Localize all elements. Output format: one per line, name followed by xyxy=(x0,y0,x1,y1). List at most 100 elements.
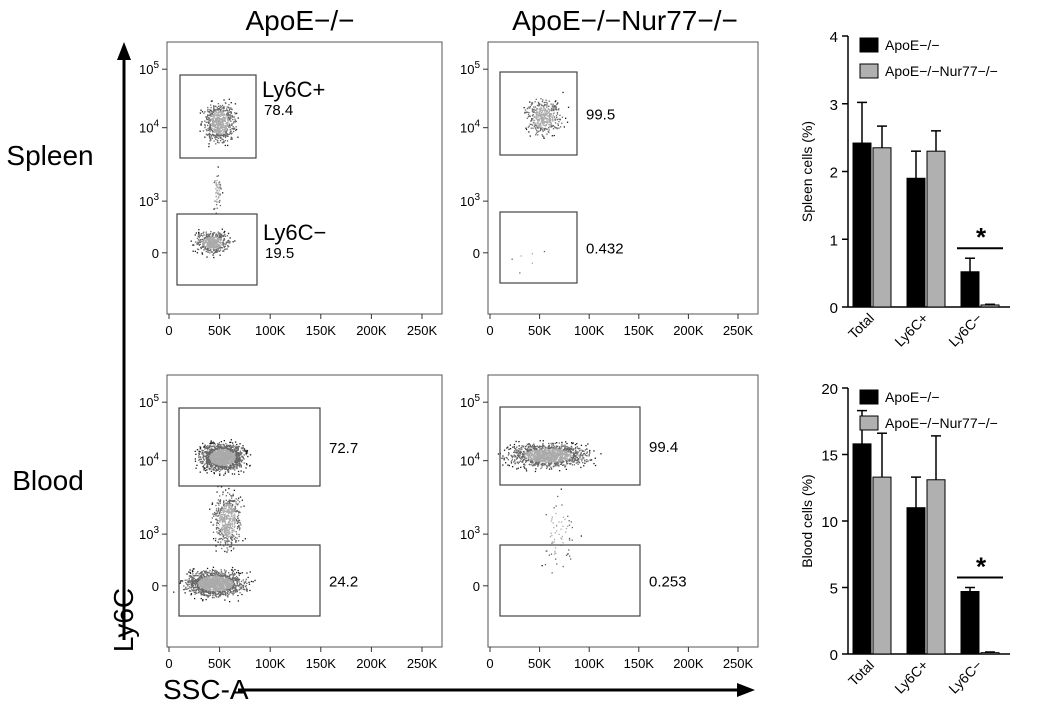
event-dot xyxy=(220,245,222,248)
event-dot xyxy=(210,441,212,443)
event-dot xyxy=(214,236,216,239)
event-dot xyxy=(198,243,201,246)
event-dot xyxy=(216,519,218,521)
event-dot xyxy=(549,119,552,121)
event-dot xyxy=(224,465,227,467)
event-dot xyxy=(238,460,240,462)
event-dot xyxy=(227,589,230,591)
event-dot xyxy=(207,594,209,596)
event-dot xyxy=(536,125,539,127)
event-dot xyxy=(247,455,249,458)
event-dot xyxy=(230,456,232,458)
event-dot xyxy=(215,128,217,131)
event-dot xyxy=(233,128,235,130)
event-dot xyxy=(228,462,230,464)
event-dot xyxy=(223,447,225,450)
event-dot xyxy=(205,121,207,123)
event-dot xyxy=(233,455,235,457)
event-dot xyxy=(542,122,544,124)
event-dot xyxy=(230,550,232,552)
event-dot xyxy=(230,509,232,511)
event-dot xyxy=(208,114,210,116)
event-dot xyxy=(219,181,221,183)
event-dot xyxy=(215,573,217,575)
event-dot xyxy=(548,125,550,128)
event-dot xyxy=(226,122,228,124)
event-dot xyxy=(534,124,536,126)
event-dot xyxy=(217,244,219,246)
event-dot xyxy=(212,238,214,240)
event-dot xyxy=(198,235,200,237)
event-dot xyxy=(212,243,214,246)
event-dot xyxy=(231,569,233,571)
event-dot xyxy=(229,511,231,513)
event-dot xyxy=(213,248,215,251)
event-dot xyxy=(230,439,232,441)
event-dot xyxy=(216,458,218,460)
event-dot xyxy=(211,577,214,579)
event-dot xyxy=(228,583,231,585)
event-dot xyxy=(235,539,237,542)
event-dot xyxy=(205,462,208,464)
event-dot xyxy=(210,583,212,585)
event-dot xyxy=(208,237,210,239)
event-dot xyxy=(217,507,220,509)
event-dot xyxy=(237,499,239,501)
event-dot xyxy=(222,447,225,450)
event-dot xyxy=(231,452,233,455)
event-dot xyxy=(228,107,230,109)
event-dot xyxy=(530,123,532,126)
event-dot xyxy=(207,453,209,455)
event-dot xyxy=(236,452,238,454)
event-dot xyxy=(207,244,209,246)
event-dot xyxy=(214,105,216,108)
event-dot xyxy=(221,578,224,581)
event-dot xyxy=(229,446,231,448)
event-dot xyxy=(217,118,219,120)
event-dot xyxy=(547,112,550,114)
event-dot xyxy=(209,450,211,452)
event-dot xyxy=(228,456,230,459)
event-dot xyxy=(210,236,212,238)
event-dot xyxy=(557,102,559,104)
event-dot xyxy=(214,180,216,182)
event-dot xyxy=(233,578,236,580)
event-dot xyxy=(221,235,224,237)
event-dot xyxy=(236,589,238,591)
event-dot xyxy=(534,112,537,114)
event-dot xyxy=(246,590,248,592)
event-dot xyxy=(219,587,222,589)
event-dot xyxy=(224,135,226,137)
event-dot xyxy=(222,587,225,590)
event-dot xyxy=(206,574,208,576)
event-dot xyxy=(206,454,208,457)
event-dot xyxy=(206,456,208,458)
y-tick-exponent: 4 xyxy=(474,119,480,130)
event-dot xyxy=(197,589,200,592)
event-dot xyxy=(544,116,546,119)
event-dot xyxy=(217,239,219,242)
event-dot xyxy=(228,459,230,461)
event-dot xyxy=(215,594,217,596)
event-dot xyxy=(215,470,217,472)
event-dot xyxy=(220,126,222,128)
event-dot xyxy=(226,452,228,455)
event-dot xyxy=(192,590,194,592)
event-dot xyxy=(212,572,214,575)
event-dot xyxy=(210,460,213,462)
event-dot xyxy=(238,466,241,468)
event-dot xyxy=(203,575,205,577)
event-dot xyxy=(212,115,215,117)
event-dot xyxy=(229,458,231,461)
event-dot xyxy=(213,105,215,107)
event-dot xyxy=(197,584,199,586)
event-dot xyxy=(223,141,225,143)
event-dot xyxy=(221,532,223,534)
event-dot xyxy=(201,453,203,455)
event-dot xyxy=(226,551,228,553)
event-dot xyxy=(211,451,213,453)
event-dot xyxy=(208,133,210,135)
event-dot xyxy=(542,120,544,122)
event-dot xyxy=(215,234,217,237)
event-dot xyxy=(217,580,220,582)
